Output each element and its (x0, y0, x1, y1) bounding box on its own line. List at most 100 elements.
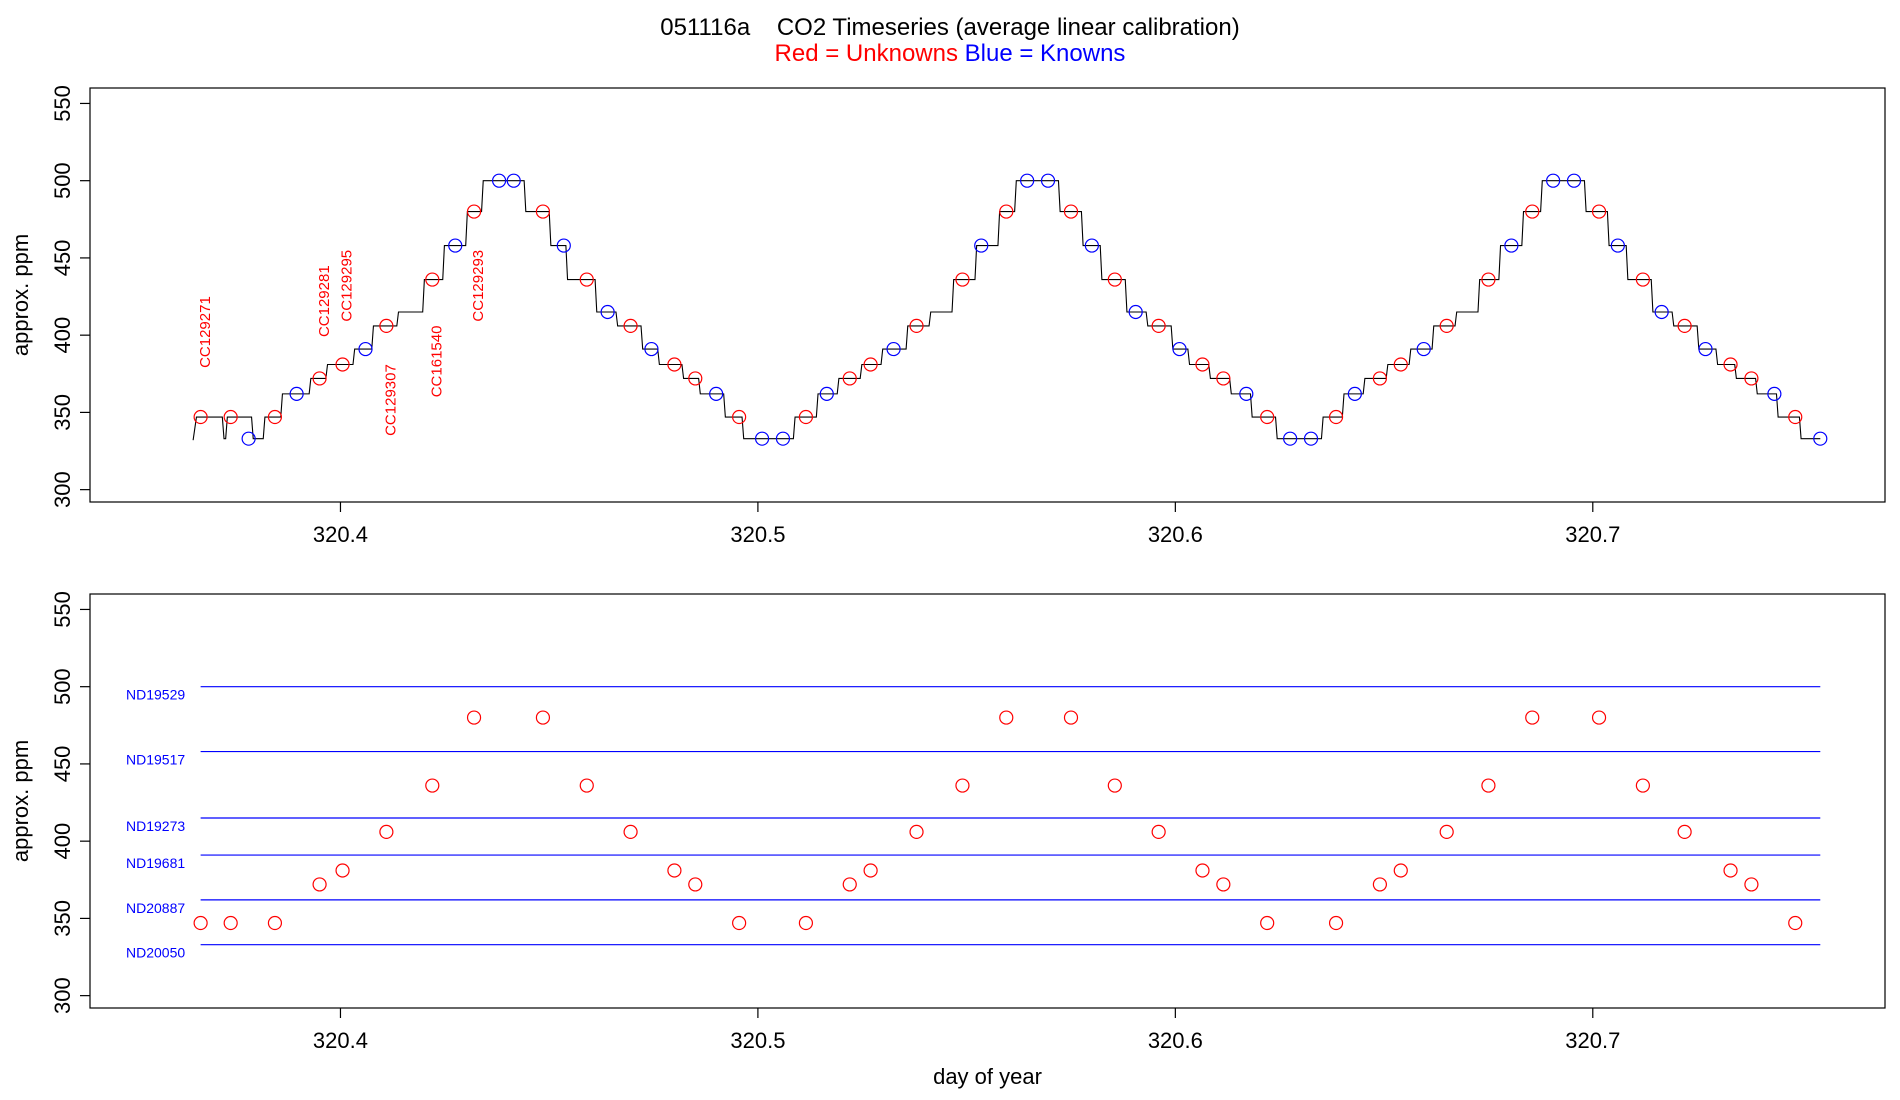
unknowns-point (466, 710, 482, 725)
plot-frame (89, 593, 1886, 1009)
x-tick-label: 320.4 (313, 522, 368, 547)
unknowns-point (1481, 272, 1496, 287)
knowns-point (886, 341, 901, 357)
chart-title: 051116a CO2 Timeseries (average linear c… (0, 14, 1900, 42)
unknowns-point (1744, 371, 1759, 386)
sample-annotation: CC129281 (316, 265, 333, 337)
unknowns-point (1328, 409, 1344, 425)
run-id: 051116a (660, 14, 751, 41)
sample-annotation: CC129293 (470, 250, 487, 322)
unknowns-point (579, 778, 594, 793)
unknowns-point (1063, 204, 1079, 219)
x-tick-label: 320.7 (1565, 1028, 1620, 1053)
knowns-point (1172, 341, 1187, 357)
knowns-point (556, 238, 571, 253)
unknowns-point (1372, 371, 1387, 386)
knowns-point (1504, 238, 1519, 253)
y-axis-label: approx. ppm (8, 234, 33, 356)
unknowns-point (267, 409, 283, 425)
sample-annotation: CC161540 (428, 326, 445, 398)
unknowns-point (1439, 318, 1454, 333)
unknowns-point (1393, 357, 1408, 372)
unknowns-point (1195, 357, 1210, 372)
unknowns-point (1591, 204, 1607, 219)
unknowns-point (1216, 371, 1231, 386)
knowns-point (709, 386, 724, 401)
unknowns-point (688, 371, 703, 386)
unknowns-point (425, 272, 440, 287)
reference-line-label: ND20887 (126, 900, 185, 916)
sample-annotation: CC129307 (383, 364, 400, 436)
unknowns-point (909, 824, 924, 839)
reference-line-label: ND19273 (126, 818, 185, 834)
unknowns-point (1635, 778, 1650, 793)
knowns-point (1084, 238, 1099, 253)
knowns-point (358, 341, 373, 357)
unknowns-point (193, 409, 208, 425)
unknowns-point (1525, 710, 1540, 725)
unknowns-point (1107, 778, 1122, 793)
reference-line-label: ND19517 (126, 752, 185, 768)
top-panel: 320.4 320.5 320.6 320.7 300 350 400 450 500 550 ap… (8, 85, 1886, 547)
knowns-point (1040, 173, 1056, 188)
x-tick-label: 320.6 (1148, 1028, 1203, 1053)
unknowns-point (1151, 318, 1166, 333)
knowns-point (491, 173, 507, 188)
unknowns-point (1635, 272, 1650, 287)
unknowns-point (1788, 915, 1803, 931)
unknowns-point (1328, 915, 1344, 931)
unknowns-point (335, 863, 350, 878)
knowns-point (1654, 304, 1669, 320)
knowns-point (241, 431, 256, 446)
bottom-panel: 320.4 320.5 320.6 320.7 300 350 400 450 500 550 ap… (8, 591, 1886, 1089)
unknowns-point (1439, 824, 1454, 839)
reference-line-label: ND19529 (126, 687, 185, 703)
unknowns-point (623, 824, 638, 839)
unknowns-point (1723, 357, 1738, 372)
unknowns-point (732, 409, 747, 425)
y-tick-label: 550 (50, 85, 75, 122)
unknowns-point (1677, 318, 1692, 333)
y-tick-label: 500 (50, 668, 75, 705)
unknowns-point (1260, 409, 1275, 425)
knowns-point (1347, 386, 1362, 401)
unknowns-point (863, 357, 878, 372)
unknowns-point (1723, 863, 1738, 878)
knowns-point (754, 431, 770, 446)
y-tick-label: 450 (50, 746, 75, 783)
x-tick-label: 320.6 (1148, 522, 1203, 547)
knowns-point (1566, 173, 1582, 188)
knowns-point (819, 386, 834, 401)
knowns-point (1416, 341, 1431, 357)
unknowns-point (999, 204, 1014, 219)
unknowns-point (1372, 877, 1387, 892)
sample-annotation: CC129295 (339, 250, 356, 322)
y-tick-label: 300 (50, 977, 75, 1014)
unknowns-point (623, 318, 638, 333)
unknowns-point (425, 778, 440, 793)
knowns-point (506, 173, 521, 188)
unknowns-point (312, 877, 327, 892)
unknowns-point (1677, 824, 1692, 839)
knowns-point (1283, 431, 1298, 446)
unknowns-point (688, 877, 703, 892)
unknowns-point (535, 204, 551, 219)
unknowns-point (909, 318, 924, 333)
unknowns-point (312, 371, 327, 386)
y-tick-label: 350 (50, 900, 75, 937)
unknowns-point (379, 318, 394, 333)
knowns-point (974, 238, 989, 253)
unknowns-point (1481, 778, 1496, 793)
reference-line-label: ND20050 (126, 945, 185, 961)
knowns-point (644, 341, 659, 357)
unknowns-point (379, 824, 394, 839)
knowns-point (775, 431, 791, 446)
y-tick-label: 400 (50, 317, 75, 354)
unknowns-point (1393, 863, 1408, 878)
unknowns-point (667, 357, 682, 372)
unknowns-point (955, 778, 970, 793)
y-tick-label: 400 (50, 823, 75, 860)
y-tick-label: 550 (50, 591, 75, 628)
unknowns-point (1260, 915, 1275, 931)
